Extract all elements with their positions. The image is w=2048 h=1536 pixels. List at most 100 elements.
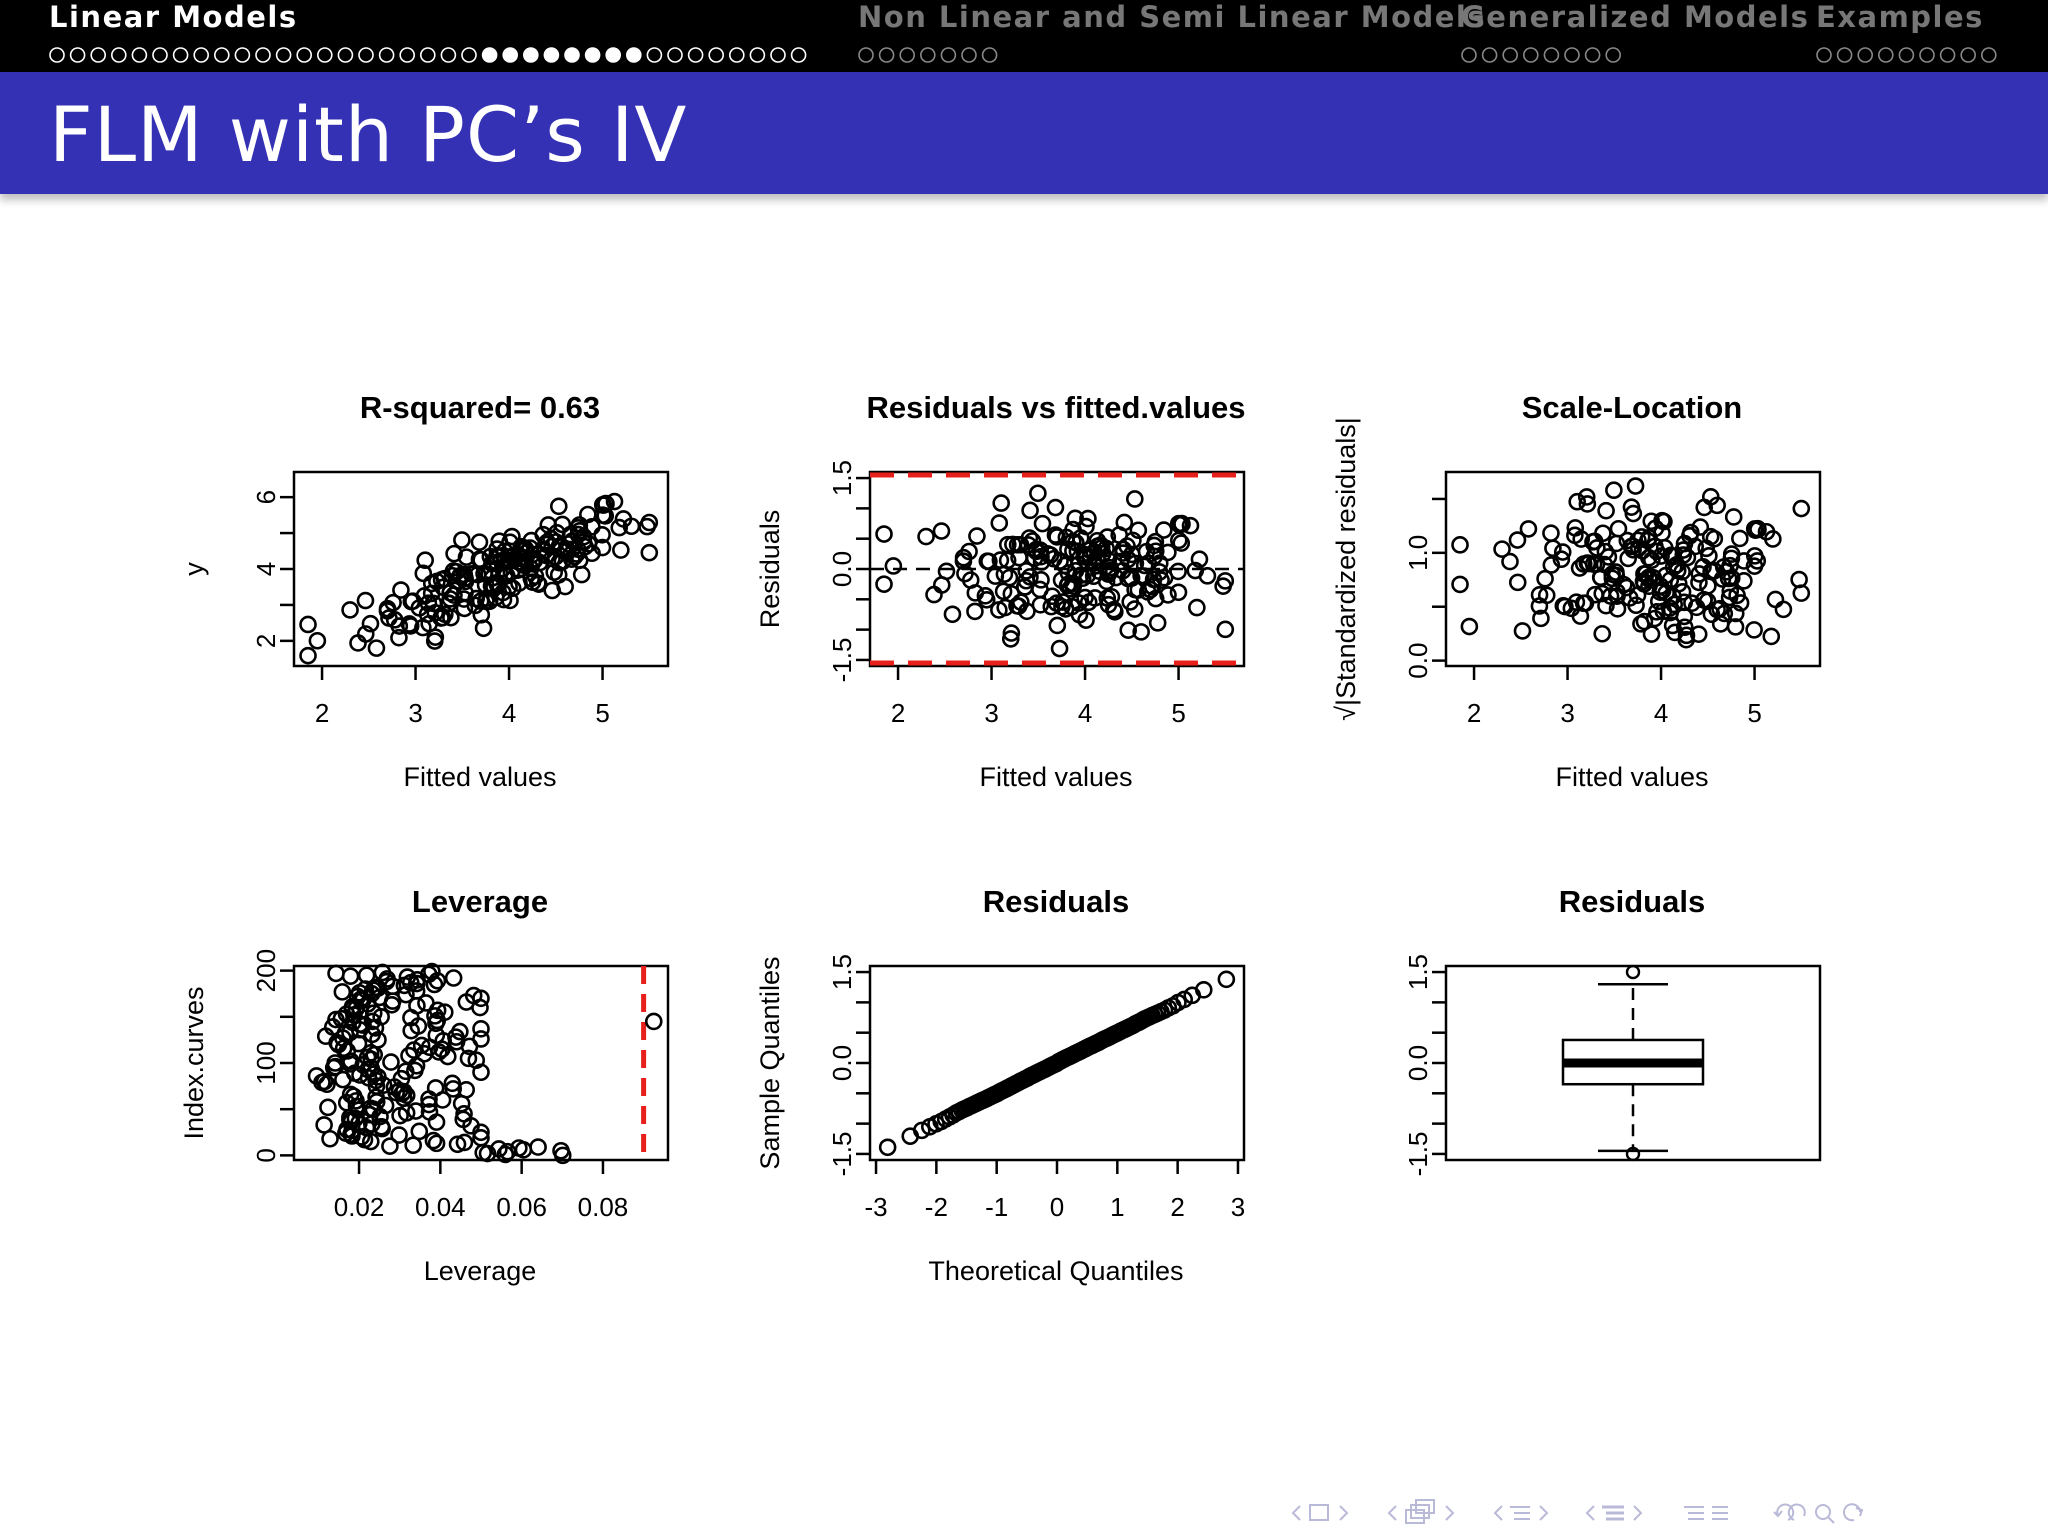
- data-point: [424, 1131, 443, 1150]
- nav-section-nonlinear-models[interactable]: Non Linear and Semi Linear Models: [858, 0, 1487, 34]
- data-point: [1542, 524, 1560, 542]
- y-tick-label: -1.5: [1403, 1132, 1433, 1177]
- data-point: [1077, 611, 1095, 629]
- subsection-icon[interactable]: [1510, 1506, 1530, 1520]
- next-subsection-icon[interactable]: [1539, 1505, 1549, 1521]
- y-tick-label: 1.5: [827, 954, 857, 990]
- nav-frame-dots-generalized-models[interactable]: [1461, 46, 1681, 64]
- nav-frame-dot: [858, 47, 874, 63]
- y-tick-label: 4: [251, 562, 281, 576]
- nav-frame-dot: [461, 47, 477, 63]
- x-tick-label: 3: [1231, 1192, 1245, 1222]
- nav-frame-dot: [378, 47, 395, 63]
- nav-section-linear-models[interactable]: Linear Models: [49, 0, 298, 34]
- back-icon[interactable]: [1773, 1503, 1795, 1521]
- data-point: [1020, 529, 1039, 547]
- nav-frame-dot: [1919, 47, 1935, 63]
- nav-frame-dot: [90, 47, 107, 63]
- box-outlier: [1625, 964, 1641, 980]
- nav-frame-dot: [687, 47, 704, 63]
- next-frame-icon[interactable]: [1445, 1505, 1455, 1521]
- data-point: [1568, 492, 1586, 511]
- data-point: [451, 1022, 469, 1041]
- nav-frame-dot: [481, 47, 498, 63]
- data-point: [1150, 554, 1169, 573]
- data-point: [1143, 577, 1162, 596]
- x-tick-label: 4: [502, 698, 516, 728]
- data-point: [966, 602, 984, 621]
- data-point: [390, 628, 408, 647]
- next-section-icon[interactable]: [1633, 1505, 1643, 1521]
- prev-frame-icon[interactable]: [1387, 1505, 1397, 1521]
- nav-frame-dots-nonlinear-models[interactable]: [858, 46, 1038, 64]
- data-point: [1066, 509, 1085, 528]
- data-point: [1536, 569, 1554, 588]
- data-point: [1596, 542, 1615, 561]
- prev-subsection-icon[interactable]: [1493, 1505, 1503, 1521]
- data-point: [1102, 587, 1121, 606]
- data-point: [1519, 520, 1538, 538]
- data-point: [1057, 528, 1076, 547]
- prev-slide-icon[interactable]: [1291, 1505, 1301, 1521]
- chart-title: Residuals: [1559, 884, 1705, 919]
- data-point: [968, 527, 986, 545]
- nav-frame-dot: [1502, 47, 1519, 63]
- x-tick-label: 0.06: [496, 1192, 547, 1222]
- data-point: [444, 969, 463, 987]
- data-point: [1764, 530, 1782, 548]
- nav-frame-dot: [1857, 47, 1874, 63]
- frame-stack-icon[interactable]: [1405, 1499, 1435, 1524]
- x-tick-label: 5: [595, 698, 609, 728]
- section-icon[interactable]: [1602, 1505, 1624, 1521]
- forward-icon[interactable]: [1787, 1503, 1806, 1521]
- data-point: [917, 527, 935, 546]
- data-point: [610, 518, 629, 537]
- data-point: [1079, 509, 1097, 528]
- data-point: [977, 590, 996, 609]
- data-point: [1720, 588, 1739, 607]
- search-icon[interactable]: [1815, 1504, 1835, 1524]
- data-point: [445, 544, 463, 563]
- nav-frame-dots-linear-models[interactable]: [49, 46, 829, 64]
- nav-section-generalized-models[interactable]: Generalized Models: [1461, 0, 1810, 34]
- y-tick-label: 0.0: [1403, 1045, 1433, 1081]
- data-point: [341, 1085, 360, 1104]
- data-point: [1493, 540, 1511, 558]
- navigation-header: Linear Models Non Linear and Semi Linear…: [0, 0, 2048, 72]
- data-point: [875, 525, 893, 543]
- nav-frame-dots-examples[interactable]: [1816, 46, 2026, 64]
- slide-frame-icon[interactable]: [1309, 1504, 1329, 1521]
- data-point: [455, 1105, 473, 1123]
- data-point: [1017, 571, 1036, 590]
- nav-frame-dot: [1939, 47, 1956, 63]
- next-slide-icon[interactable]: [1339, 1505, 1349, 1521]
- data-point: [472, 1030, 490, 1048]
- box-outlier: [1625, 1146, 1641, 1162]
- data-point: [457, 548, 476, 566]
- data-point: [1125, 490, 1144, 508]
- data-point: [1169, 583, 1188, 602]
- data-point: [1017, 562, 1036, 580]
- data-point: [481, 547, 500, 566]
- data-point: [875, 575, 893, 593]
- x-tick-label: 0.08: [578, 1192, 629, 1222]
- refresh-icon[interactable]: [1843, 1503, 1864, 1522]
- nav-frame-dot: [152, 47, 168, 63]
- data-point: [434, 578, 452, 597]
- data-point: [556, 577, 574, 596]
- data-point: [644, 1012, 663, 1031]
- data-point: [1123, 545, 1141, 564]
- data-point: [1766, 590, 1785, 609]
- data-point: [356, 591, 375, 610]
- document-icon[interactable]: [1684, 1506, 1728, 1520]
- nav-section-examples[interactable]: Examples: [1816, 0, 1984, 34]
- data-point: [605, 492, 624, 511]
- prev-section-icon[interactable]: [1585, 1505, 1595, 1521]
- y-tick-label: 2: [251, 634, 281, 648]
- data-point: [410, 1122, 429, 1141]
- data-point: [496, 565, 514, 584]
- chart-panel-fit: R-squared= 0.63 2 3 4 5 2 4 6 Fitted values y: [179, 390, 670, 792]
- data-point: [1553, 543, 1572, 561]
- y-tick-label: 200: [251, 949, 281, 992]
- nav-frame-dot: [981, 47, 998, 63]
